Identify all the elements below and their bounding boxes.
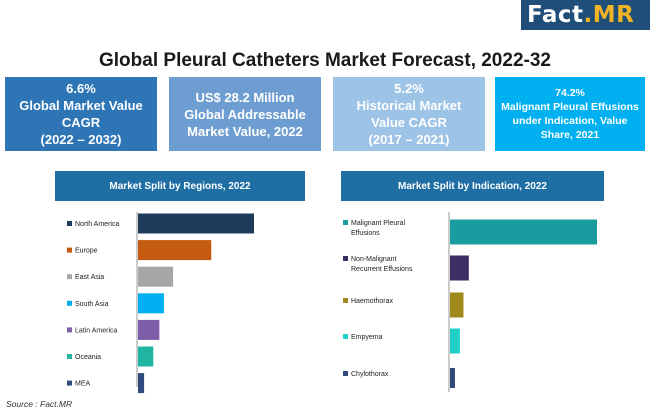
indication-legend-marker <box>343 220 348 225</box>
kpi-line: Global Addressable <box>184 106 306 122</box>
region-bar <box>138 213 254 234</box>
indication-legend-marker <box>343 334 348 339</box>
logo-main-text: Fact <box>527 2 584 28</box>
kpi-line: Historical Market <box>356 98 462 113</box>
region-bar <box>138 266 174 287</box>
indication-label: Empyema <box>351 334 383 341</box>
kpi-line: 74.2% <box>555 87 585 99</box>
indication-label: Non-Malignant <box>351 256 397 263</box>
page-title: Global Pleural Catheters Market Forecast… <box>99 50 551 71</box>
indication-label: Recurrent Effusions <box>351 266 413 273</box>
kpi-line: Value CAGR <box>371 115 447 130</box>
kpi-line: Malignant Pleural Effusions <box>501 101 639 113</box>
kpi-card-market-value: US$ 28.2 Million Global Addressable Mark… <box>169 77 321 151</box>
source-note: Source : Fact.MR <box>6 399 73 409</box>
indication-label: Effusions <box>351 230 380 237</box>
indication-bar <box>450 328 460 354</box>
indication-label: Haemothorax <box>351 298 394 305</box>
logo-accent-text: .MR <box>583 2 635 28</box>
region-label: South Asia <box>75 301 109 308</box>
indication-legend-marker <box>343 298 348 303</box>
kpi-line: CAGR <box>61 115 101 130</box>
region-legend-marker <box>67 274 72 280</box>
kpi-card-market-cagr: 6.6% Global Market Value CAGR (2022 – 20… <box>5 77 157 151</box>
region-bar <box>138 373 145 394</box>
indication-bar <box>450 255 469 281</box>
fact-mr-logo: Fact.MR <box>521 0 650 30</box>
region-label: East Asia <box>75 274 104 281</box>
region-bar <box>138 319 160 340</box>
kpi-line: US$ 28.2 Million <box>195 89 295 105</box>
regions-chart-title: Market Split by Regions, 2022 <box>55 171 305 201</box>
indication-legend-marker <box>343 256 348 261</box>
kpi-line: Global Market Value <box>19 98 143 113</box>
region-label: North America <box>75 221 119 228</box>
region-legend-marker <box>67 247 72 253</box>
kpi-card-historical-cagr: 5.2% Historical Market Value CAGR (2017 … <box>333 77 485 151</box>
kpi-line: 5.2% <box>394 81 424 96</box>
indication-label: Chylothorax <box>351 371 389 378</box>
kpi-line: (2017 – 2021) <box>368 132 450 147</box>
indication-chart-title: Market Split by Indication, 2022 <box>341 171 604 201</box>
indication-legend-marker <box>343 371 348 376</box>
kpi-card-malignant-share: 74.2% Malignant Pleural Effusions under … <box>495 77 645 151</box>
region-bar <box>138 293 164 314</box>
kpi-line: under Indication, Value <box>512 115 628 127</box>
kpi-line: (2022 – 2032) <box>40 132 122 147</box>
kpi-line: Share, 2021 <box>540 129 600 141</box>
indication-bar <box>450 219 597 245</box>
indication-label: Malignant Pleural <box>351 220 406 227</box>
region-label: Europe <box>75 248 98 255</box>
region-label: Latin America <box>75 327 118 334</box>
indication-bar <box>450 368 455 388</box>
kpi-line: Market Value, 2022 <box>187 123 303 139</box>
region-label: MEA <box>75 381 91 388</box>
indication-bar <box>450 292 464 318</box>
region-legend-marker <box>67 300 72 306</box>
region-legend-marker <box>67 327 72 333</box>
kpi-line: 6.6% <box>66 81 96 96</box>
region-bar <box>138 346 154 367</box>
region-legend-marker <box>67 354 72 359</box>
region-label: Oceania <box>75 354 101 361</box>
region-bar <box>138 240 212 261</box>
region-legend-marker <box>67 221 72 226</box>
region-legend-marker <box>67 380 72 386</box>
